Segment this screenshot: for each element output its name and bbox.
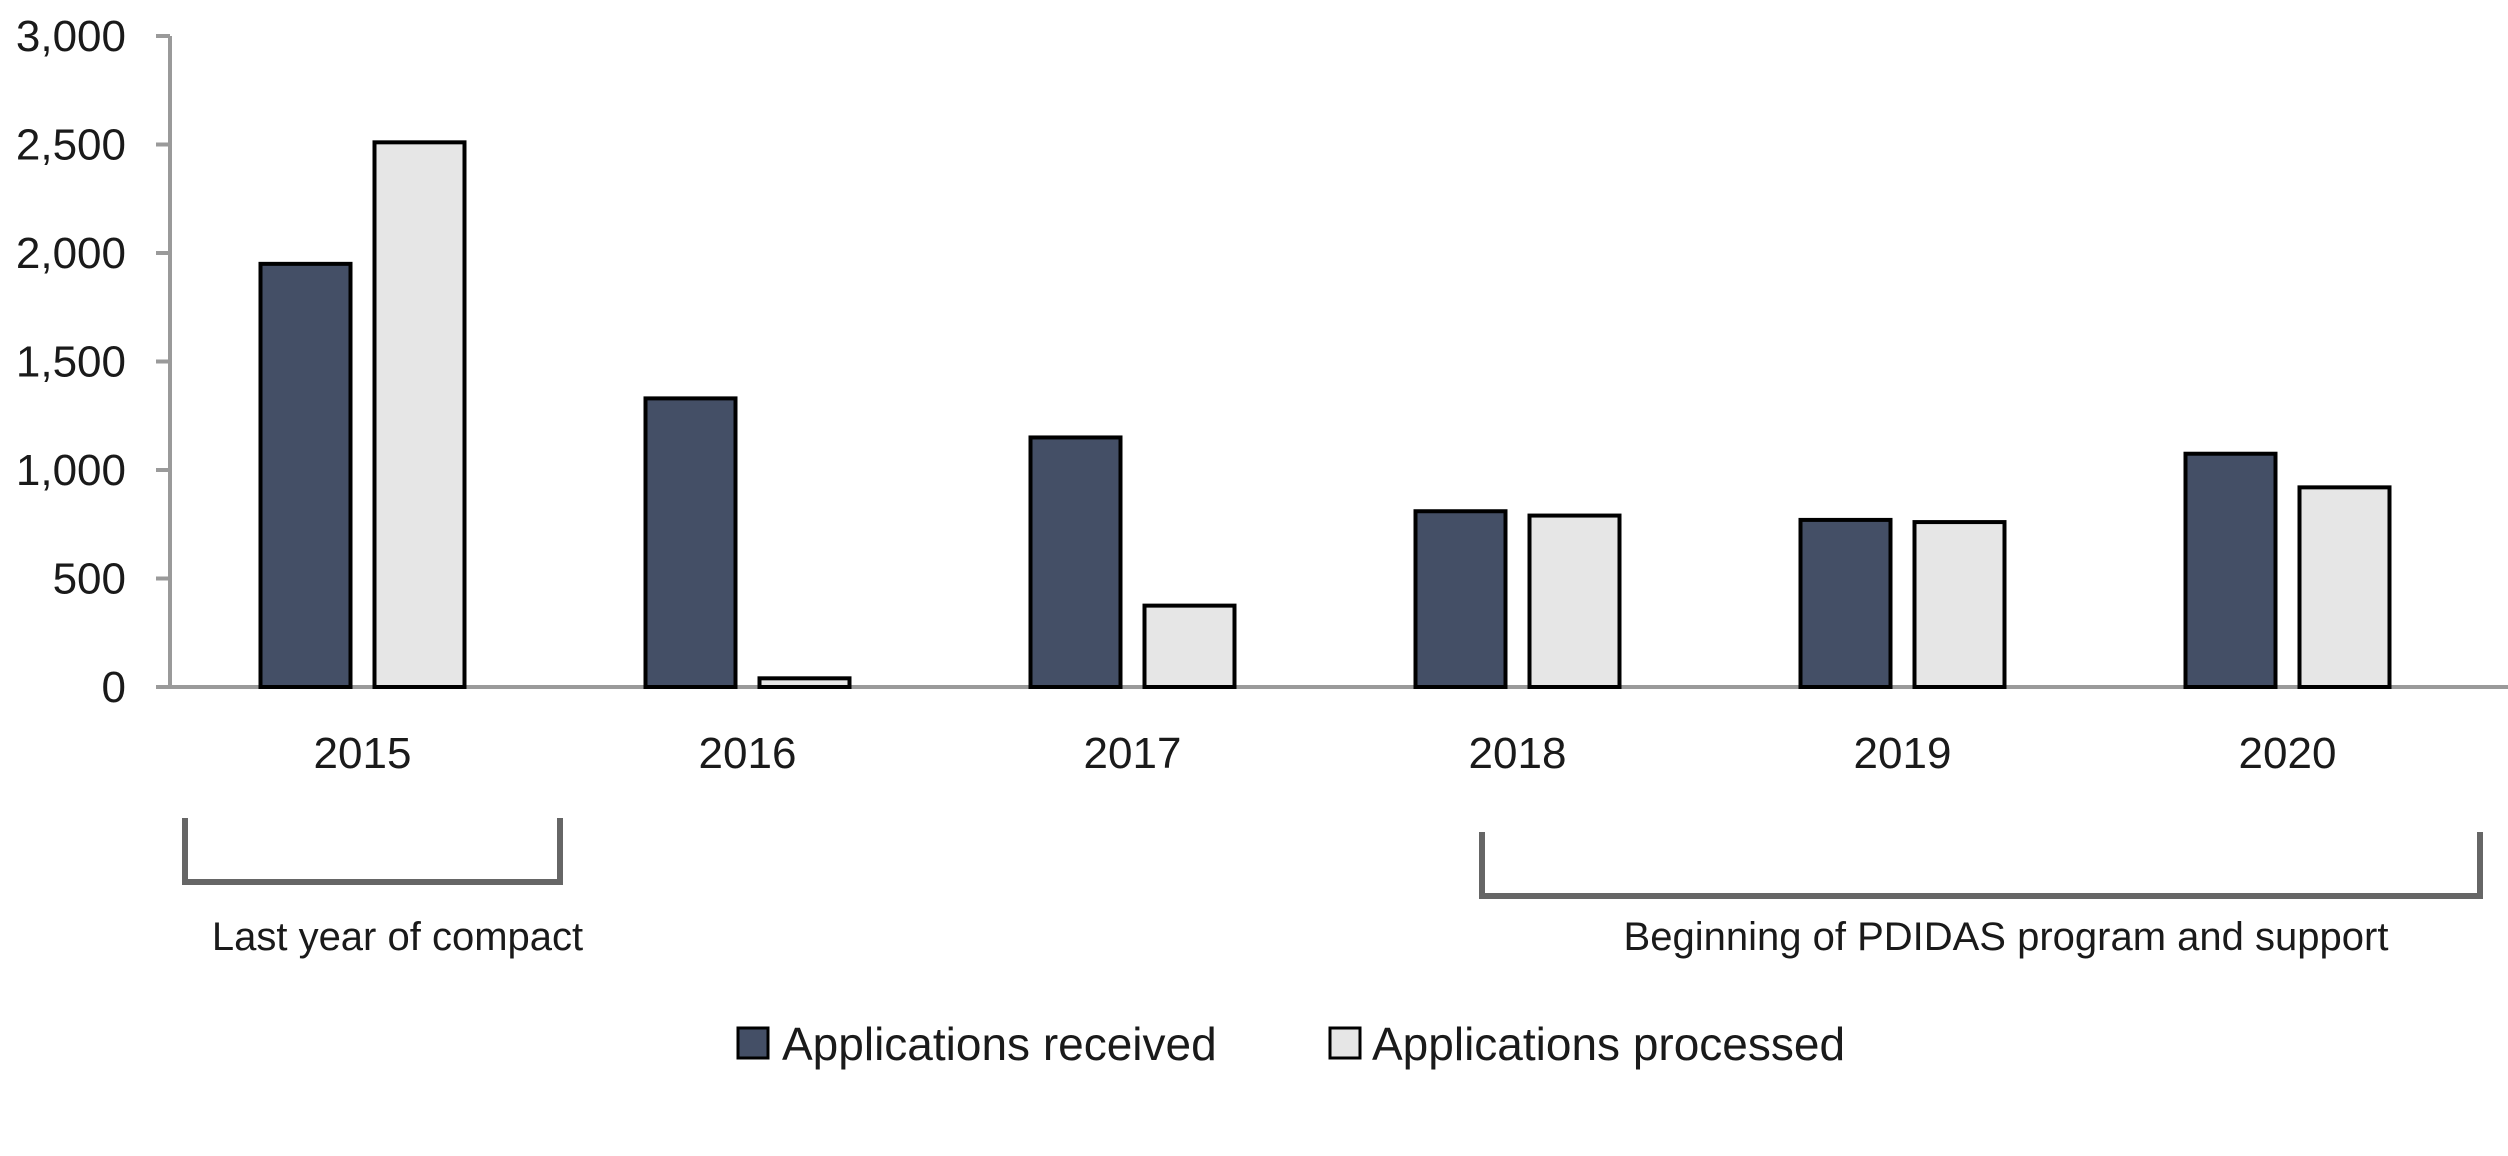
x-tick-label: 2019	[1854, 729, 1952, 778]
bar-processed-2016	[757, 676, 852, 690]
x-tick-label: 2017	[1084, 729, 1182, 778]
annotation-bracket	[182, 818, 563, 885]
bar-processed-2015	[372, 140, 467, 689]
legend-swatch	[736, 1026, 770, 1060]
legend-label: Applications received	[782, 1018, 1217, 1070]
x-tick-label: 2015	[314, 729, 412, 778]
x-tick-label: 2020	[2239, 729, 2337, 778]
bar-received-2017	[1028, 435, 1123, 690]
y-tick-label: 500	[53, 555, 126, 604]
legend-swatch	[1328, 1026, 1362, 1060]
bar-received-2020	[2183, 451, 2278, 689]
x-tick-label: 2016	[699, 729, 797, 778]
bar-processed-2017	[1142, 603, 1237, 689]
bar-processed-2020	[2297, 485, 2392, 689]
bar-received-2015	[258, 261, 353, 689]
bar-received-2018	[1413, 509, 1508, 690]
y-tick-label: 2,500	[16, 121, 126, 170]
annotation-label: Last year of compact	[212, 915, 583, 959]
legend-label: Applications processed	[1372, 1018, 1845, 1070]
bar-processed-2018	[1527, 513, 1622, 689]
bar-received-2016	[643, 396, 738, 689]
annotation-label: Beginning of PDIDAS program and support	[1624, 915, 2389, 959]
y-tick-label: 2,000	[16, 229, 126, 278]
annotation-bracket	[1479, 832, 2483, 899]
bar-received-2019	[1798, 517, 1893, 689]
y-tick-label: 1,000	[16, 446, 126, 495]
bar-processed-2019	[1912, 520, 2007, 690]
y-tick-label: 0	[102, 663, 126, 712]
x-tick-label: 2018	[1469, 729, 1567, 778]
y-tick-label: 1,500	[16, 338, 126, 387]
y-tick-label: 3,000	[16, 12, 126, 61]
